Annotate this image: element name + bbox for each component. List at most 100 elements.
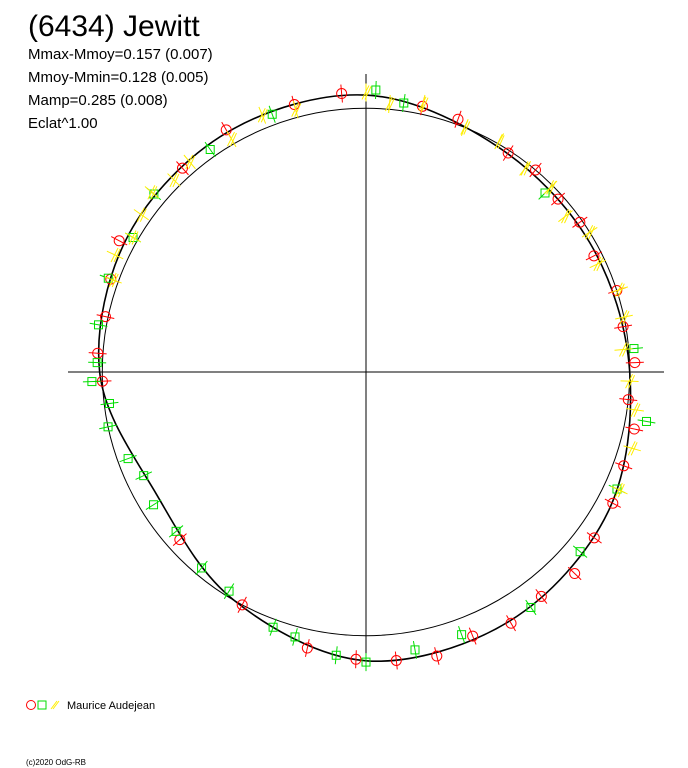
marker [92,358,102,368]
error-bar [535,589,548,604]
error-bar [529,162,542,178]
data-point [418,94,429,113]
error-bar [268,105,276,123]
marker [236,599,248,611]
data-point [620,373,639,389]
data-point [119,454,137,464]
data-point [336,84,348,103]
data-point [457,626,467,644]
data-point [223,583,235,600]
marker [361,85,372,100]
error-bar [625,361,644,364]
marker [399,98,409,108]
error-bar [604,498,622,508]
error-bar [269,618,277,636]
data-point [183,154,196,170]
marker [629,357,641,369]
error-bar [454,110,462,128]
data-point [257,106,268,124]
data-point [558,208,573,224]
marker [628,423,640,435]
error-bar [145,499,162,510]
data-point [89,320,108,330]
data-point [452,110,464,128]
marker [575,547,585,557]
marker [185,154,196,170]
error-bar [204,141,216,158]
marker [361,657,371,667]
data-point [301,639,313,657]
data-point [529,162,542,178]
data-point [505,615,517,632]
data-point [610,482,628,498]
marker [593,256,604,272]
error-bar [625,426,644,432]
legend-marker [26,700,36,710]
data-point [637,416,656,426]
error-bar [434,647,440,665]
error-bar [96,314,115,319]
marker [384,96,395,112]
marker [104,398,114,408]
marker [149,500,159,510]
marker [625,373,636,389]
marker [622,394,634,406]
annotation: Mmax-Mmoy=0.157 (0.007) [28,46,213,63]
data-point [331,646,341,665]
marker [614,482,625,498]
data-point [535,589,548,604]
error-bar [502,145,514,161]
error-bar [572,545,588,558]
marker [123,454,133,464]
marker [103,422,113,432]
legend-marker [37,700,47,710]
data-point [572,216,588,228]
marker [588,532,600,544]
marker [619,309,630,325]
data-point [195,560,208,576]
error-bar [572,216,588,228]
marker [418,96,429,111]
error-bar [468,627,477,645]
fit-curve [97,94,632,662]
data-point [350,650,362,669]
marker [546,180,557,195]
error-bar [458,626,466,644]
data-point [586,532,602,544]
data-point [88,358,107,368]
data-point [431,647,443,665]
error-bar [172,533,187,547]
marker [619,342,629,357]
error-bar [195,560,208,576]
marker [574,216,586,228]
error-bar [402,94,406,112]
data-point [204,141,216,158]
error-bar [223,583,235,600]
marker [93,320,103,330]
data-point [361,653,371,672]
error-bar [506,615,516,632]
error-bar [88,352,107,355]
marker [205,144,215,154]
data-point [106,247,124,263]
data-point [604,497,622,509]
annotation: Mmoy-Mmin=0.128 (0.005) [28,69,208,86]
data-point [361,83,372,102]
data-point [551,192,566,206]
data-point [167,172,181,188]
marker [176,162,188,174]
marker [290,632,300,642]
error-bar [176,161,189,176]
footer: (c)2020 OdG-RB [26,758,86,767]
error-bar [375,80,377,100]
data-point [99,422,117,432]
marker [267,109,277,119]
error-bar [304,639,310,657]
marker [467,630,479,642]
data-point [619,394,638,406]
data-point [88,347,107,359]
data-point [384,95,395,114]
marker [371,85,381,95]
marker [505,617,517,629]
